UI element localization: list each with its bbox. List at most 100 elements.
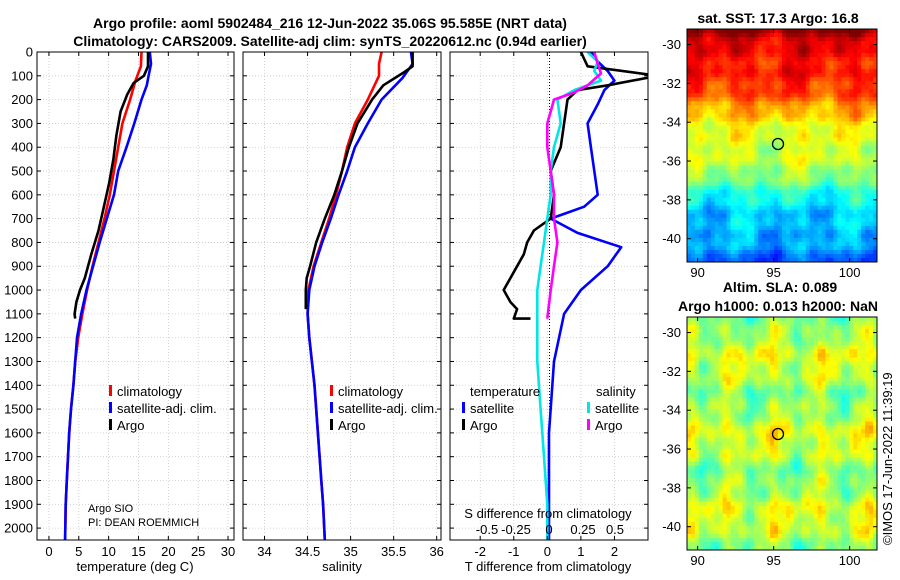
map-cell	[726, 393, 731, 398]
map-cell	[873, 377, 878, 382]
map-cell	[734, 441, 739, 446]
map-cell	[730, 237, 735, 243]
map-cell	[714, 333, 720, 338]
map-cell	[734, 157, 739, 162]
map-cell	[797, 413, 803, 418]
map-cell	[829, 229, 834, 235]
map-cell	[817, 29, 822, 34]
map-cell	[778, 101, 783, 106]
map-cell	[793, 189, 799, 195]
map-cell	[853, 89, 858, 94]
map-cell	[694, 137, 700, 142]
map-cell	[793, 73, 799, 78]
map-cell	[853, 49, 858, 54]
map-cell	[817, 317, 822, 322]
map-cell	[718, 65, 724, 70]
map-cell	[746, 169, 751, 175]
map-cell	[801, 249, 807, 255]
map-cell	[785, 429, 791, 434]
map-cell	[785, 469, 791, 475]
map-cell	[722, 61, 727, 66]
map-cell	[789, 77, 795, 82]
map-cell	[785, 257, 791, 263]
map-cell	[857, 453, 862, 459]
map-cell	[829, 113, 834, 118]
map-cell	[687, 205, 692, 211]
map-cell	[726, 81, 731, 86]
map-cell	[785, 373, 791, 378]
map-cell	[687, 453, 692, 459]
map-cell	[861, 65, 866, 70]
map-cell	[861, 85, 866, 90]
map-cell	[778, 129, 783, 134]
map-cell	[833, 133, 838, 138]
map-cell	[861, 401, 866, 406]
map-cell	[813, 101, 819, 106]
map-cell	[698, 317, 704, 322]
map-cell	[710, 445, 716, 450]
map-cell	[797, 105, 803, 110]
map-cell	[698, 465, 704, 471]
map-cell	[770, 185, 775, 191]
map-cell	[837, 445, 842, 450]
map-cell	[873, 245, 878, 251]
map-cell	[714, 129, 720, 134]
map-cell	[687, 225, 692, 231]
map-cell	[722, 425, 727, 430]
map-cell	[869, 221, 874, 227]
map-cell	[821, 317, 826, 322]
map-cell	[762, 193, 767, 199]
map-cell	[742, 393, 747, 398]
map-cell	[817, 97, 822, 102]
map-cell	[785, 385, 791, 390]
map-cell	[770, 405, 775, 410]
map-cell	[706, 237, 712, 243]
map-cell	[825, 341, 830, 346]
map-cell	[821, 105, 826, 110]
map-cell	[758, 41, 763, 46]
map-cell	[718, 409, 724, 414]
map-cell	[853, 125, 858, 130]
map-cell	[853, 453, 858, 459]
map-cell	[762, 153, 767, 158]
map-cell	[865, 57, 870, 62]
map-cell	[857, 329, 862, 334]
map-cell	[809, 317, 815, 322]
map-cell	[726, 129, 731, 134]
map-cell	[778, 53, 783, 58]
map-cell	[833, 389, 838, 394]
map-cell	[718, 469, 724, 475]
map-cell	[730, 157, 735, 162]
map-cell	[690, 373, 696, 378]
map-cell	[750, 437, 755, 442]
map-cell	[805, 41, 811, 46]
map-cell	[833, 181, 838, 187]
map-cell	[742, 193, 747, 199]
map-cell	[785, 109, 791, 114]
map-cell	[746, 353, 751, 358]
map-cell	[849, 389, 854, 394]
map-cell	[738, 205, 743, 211]
map-cell	[813, 409, 819, 414]
map-cell	[742, 441, 747, 446]
map-cell	[774, 193, 779, 199]
map-cell	[817, 173, 822, 179]
map-cell	[821, 373, 826, 378]
map-cell	[809, 45, 815, 50]
map-cell	[754, 101, 759, 106]
map-cell	[869, 45, 874, 50]
map-cell	[766, 57, 771, 62]
map-cell	[841, 465, 846, 471]
map-cell	[718, 185, 724, 191]
map-cell	[694, 153, 700, 158]
map-cell	[706, 81, 712, 86]
map-cell	[809, 417, 815, 422]
map-cell	[762, 245, 767, 251]
map-cell	[809, 257, 815, 263]
map-cell	[865, 97, 870, 102]
map-cell	[861, 253, 866, 259]
map-cell	[809, 457, 815, 463]
map-cell	[706, 29, 712, 34]
map-cell	[817, 425, 822, 430]
map-cell	[861, 153, 866, 158]
